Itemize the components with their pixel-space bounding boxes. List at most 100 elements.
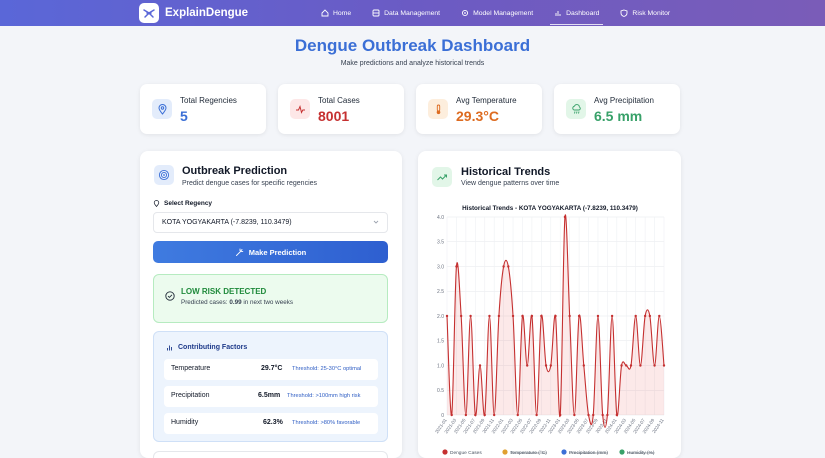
data-point <box>455 265 458 268</box>
select-regency-label-text: Select Regency <box>164 200 213 207</box>
data-point <box>544 364 548 367</box>
thermometer-icon <box>428 99 448 119</box>
page-subtitle: Make predictions and analyze historical … <box>340 60 485 67</box>
data-point <box>592 413 595 417</box>
stat-value: 8001 <box>318 108 350 124</box>
legend-marker <box>442 449 448 455</box>
data-point <box>464 413 468 417</box>
y-tick-label: 2.0 <box>437 314 444 320</box>
data-point <box>620 364 623 367</box>
contributing-factors-panel: Contributing Factors Temperature 29.7°C … <box>153 331 388 442</box>
stat-card-temperature: Avg Temperature 29.3°C <box>416 84 542 134</box>
data-point <box>662 364 666 367</box>
data-point <box>474 413 477 417</box>
make-prediction-button[interactable]: Make Prediction <box>153 241 388 263</box>
data-point <box>478 364 482 367</box>
data-point <box>507 265 510 268</box>
shield-icon <box>620 9 628 17</box>
factor-row-precipitation: Precipitation 6.5mm Threshold: >100mm hi… <box>164 386 378 407</box>
factor-value: 62.3% <box>263 419 283 426</box>
data-point <box>648 314 652 318</box>
stat-card-precipitation: Avg Precipitation 6.5 mm <box>554 84 680 134</box>
regency-select[interactable]: KOTA YOGYAKARTA (-7.8239, 110.3479) <box>153 212 388 233</box>
data-point <box>658 314 661 318</box>
y-tick-label: 1.0 <box>437 363 444 369</box>
data-point <box>554 314 557 318</box>
predicted-cases-value: 0.99 <box>229 299 242 306</box>
factor-value: 29.7°C <box>261 365 283 372</box>
nav-item-label: Data Management <box>384 9 441 17</box>
predicted-cases-text: Predicted cases: 0.99 in next two weeks <box>181 299 294 306</box>
data-point <box>639 364 642 367</box>
bar-chart-icon <box>167 345 172 351</box>
stat-value: 29.3°C <box>456 108 499 124</box>
data-point <box>535 413 538 417</box>
regency-select-value: KOTA YOGYAKARTA (-7.8239, 110.3479) <box>162 219 292 226</box>
trends-card <box>418 151 681 458</box>
data-point <box>488 314 491 318</box>
data-point <box>610 314 614 318</box>
data-point <box>563 215 567 219</box>
data-point <box>497 314 501 318</box>
factor-name: Precipitation <box>171 392 210 399</box>
factor-threshold: Threshold: >80% favorable <box>292 420 361 426</box>
brand[interactable]: ExplainDengue <box>139 3 248 23</box>
historical-trends-chart: Historical Trends - KOTA YOGYAKARTA (-7.… <box>430 200 670 458</box>
stat-label: Total Regencies <box>180 96 237 105</box>
risk-alert: LOW RISK DETECTED Predicted cases: 0.99 … <box>153 274 388 323</box>
stat-card-cases: Total Cases 8001 <box>278 84 404 134</box>
nav-item-data-management[interactable]: Data Management <box>372 3 440 23</box>
legend-item: Precipitation (mm) <box>569 450 608 456</box>
contributing-factors-title: Contributing Factors <box>166 344 247 351</box>
data-point <box>549 364 552 367</box>
risk-level: LOW RISK DETECTED <box>181 287 267 296</box>
nav-item-home[interactable]: Home <box>321 3 351 23</box>
chevron-down-icon <box>373 220 379 224</box>
nav-item-label: Model Management <box>473 9 534 17</box>
stat-label: Avg Precipitation <box>594 96 654 105</box>
nav-item-model-management[interactable]: Model Management <box>461 3 533 23</box>
legend-item: Dengue Cases <box>450 450 482 456</box>
home-icon <box>321 9 329 17</box>
y-tick-label: 1.5 <box>437 339 444 345</box>
data-point <box>469 314 472 318</box>
stat-value: 5 <box>180 108 188 124</box>
map-pin-icon <box>153 200 160 207</box>
select-regency-label: Select Regency <box>153 200 212 207</box>
data-point <box>511 314 515 318</box>
y-tick-label: 2.5 <box>437 289 444 295</box>
data-point <box>653 364 656 367</box>
data-point <box>606 413 609 417</box>
page-title: Dengue Outbreak Dashboard <box>294 36 531 55</box>
nav-item-risk-monitor[interactable]: Risk Monitor <box>620 3 670 23</box>
factor-row-humidity: Humidity 62.3% Threshold: >80% favorable <box>164 413 378 434</box>
factor-row-temperature: Temperature 29.7°C Threshold: 25-30°C op… <box>164 359 378 380</box>
check-circle-icon <box>165 291 175 301</box>
top-navbar: ExplainDengue Home Data Management Model… <box>0 0 825 26</box>
data-point <box>459 314 463 318</box>
legend-item: Humidity (%) <box>627 450 655 456</box>
data-point <box>573 413 576 417</box>
factor-name: Temperature <box>171 365 211 372</box>
nav-item-dashboard[interactable]: Dashboard <box>550 3 604 25</box>
data-point <box>596 314 600 318</box>
trends-subtitle: View dengue patterns over time <box>461 180 560 187</box>
brand-name: ExplainDengue <box>165 7 249 19</box>
data-point <box>502 265 505 268</box>
data-point <box>629 364 633 367</box>
data-point <box>559 413 562 417</box>
make-prediction-label: Make Prediction <box>248 247 307 257</box>
data-point <box>625 364 628 367</box>
data-point <box>587 413 590 417</box>
stat-value: 6.5 mm <box>594 108 643 124</box>
data-point <box>577 314 581 318</box>
data-point <box>450 413 453 417</box>
y-tick-label: 4.0 <box>437 215 444 221</box>
factor-threshold: Threshold: >100mm high risk <box>287 393 361 399</box>
nav-item-label: Dashboard <box>566 9 600 17</box>
stat-label: Avg Temperature <box>456 96 517 105</box>
magic-wand-icon <box>235 248 243 256</box>
trends-title: Historical Trends <box>461 166 551 178</box>
legend-item: Temperature (°C) <box>510 450 547 456</box>
next-panel <box>153 451 388 458</box>
